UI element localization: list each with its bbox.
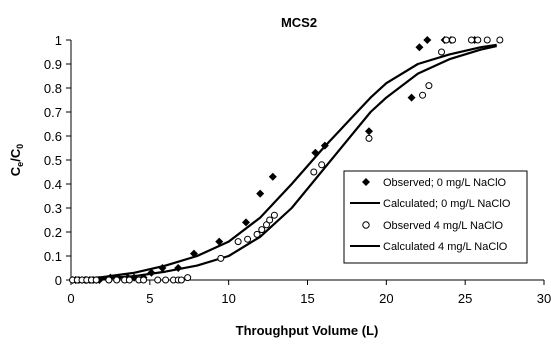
x-tick-label: 25 bbox=[458, 291, 472, 306]
data-point-diamond bbox=[256, 189, 265, 198]
data-point-circle bbox=[270, 211, 278, 219]
y-axis-title-main: C bbox=[8, 166, 23, 176]
legend-entry-observed-0: Observed; 0 mg/L NaClO bbox=[362, 177, 507, 189]
data-point-diamond bbox=[311, 148, 320, 157]
legend-label-observed-4: Observed 4 mg/L NaClO bbox=[383, 220, 503, 232]
data-point-diamond bbox=[147, 268, 156, 277]
legend-circle-marker bbox=[362, 221, 370, 229]
data-point-circle bbox=[318, 161, 326, 169]
x-tick-label: 30 bbox=[537, 291, 551, 306]
data-point-circle bbox=[177, 276, 185, 284]
data-point-diamond bbox=[158, 264, 167, 272]
y-tick-label: 0.2 bbox=[44, 225, 62, 240]
data-point-diamond bbox=[423, 36, 432, 44]
legend-entry-calculated-4: Calculated 4 mg/L NaClO bbox=[350, 241, 508, 253]
data-point-circle bbox=[483, 36, 491, 44]
data-point-diamond bbox=[189, 249, 198, 258]
calculated-line-1 bbox=[70, 43, 497, 282]
data-point-circle bbox=[217, 254, 225, 262]
data-point-circle bbox=[425, 82, 433, 90]
y-tick-label: 0.8 bbox=[44, 81, 62, 96]
y-tick-label: 0.9 bbox=[44, 57, 62, 72]
data-point-circle bbox=[113, 276, 121, 284]
legend: Observed; 0 mg/L NaClO Calculated; 0 mg/… bbox=[343, 170, 528, 264]
x-tick-label: 5 bbox=[146, 291, 153, 306]
x-tick-label: 0 bbox=[67, 291, 74, 306]
y-tick-label: 0.7 bbox=[44, 105, 62, 120]
legend-diamond-marker bbox=[362, 178, 370, 186]
legend-label-calculated-0: Calculated; 0 mg/L NaClO bbox=[383, 198, 511, 210]
y-axis-title-sub-e: e bbox=[15, 162, 25, 167]
data-point-circle bbox=[310, 168, 318, 176]
y-axis-title: Ce/C0 bbox=[8, 144, 25, 176]
data-point-circle bbox=[419, 91, 427, 99]
data-point-circle bbox=[449, 36, 457, 44]
chart-title: MCS2 bbox=[281, 15, 317, 30]
y-tick-label: 0.1 bbox=[44, 249, 62, 264]
data-point-circle bbox=[92, 276, 100, 284]
y-tick-label: 0.5 bbox=[44, 153, 62, 168]
x-tick-label: 15 bbox=[300, 291, 314, 306]
y-tick-label: 0.6 bbox=[44, 129, 62, 144]
data-point-circle bbox=[234, 238, 242, 246]
x-ticks: 0 5 10 15 20 25 30 bbox=[67, 280, 551, 306]
data-point-circle bbox=[253, 230, 261, 238]
legend-label-observed-0: Observed; 0 mg/L NaClO bbox=[383, 177, 507, 189]
data-point-circle bbox=[125, 276, 133, 284]
legend-entry-observed-4: Observed 4 mg/L NaClO bbox=[362, 220, 503, 232]
series-points bbox=[68, 36, 504, 284]
data-point-circle bbox=[474, 36, 482, 44]
data-point-diamond bbox=[415, 43, 424, 52]
legend-label-calculated-4: Calculated 4 mg/L NaClO bbox=[383, 241, 508, 253]
legend-box bbox=[343, 170, 528, 264]
y-tick-label: 0 bbox=[55, 273, 62, 288]
y-tick-label: 0.4 bbox=[44, 177, 62, 192]
data-point-diamond bbox=[242, 218, 251, 227]
data-point-diamond bbox=[174, 264, 183, 272]
data-point-circle bbox=[263, 221, 271, 229]
data-point-circle bbox=[140, 276, 148, 284]
x-axis-title: Throughput Volume (L) bbox=[236, 323, 379, 338]
data-point-circle bbox=[184, 274, 192, 282]
data-point-circle bbox=[266, 216, 274, 224]
data-point-circle bbox=[258, 226, 266, 234]
data-point-circle bbox=[467, 36, 475, 44]
y-axis-title-sub-0: 0 bbox=[15, 144, 25, 149]
data-point-circle bbox=[244, 235, 252, 243]
data-point-circle bbox=[365, 134, 373, 142]
y-tick-label: 1 bbox=[55, 33, 62, 48]
y-axis-title-mid: /C bbox=[8, 148, 23, 162]
data-point-diamond bbox=[407, 93, 416, 102]
data-point-diamond bbox=[268, 172, 277, 181]
legend-entry-calculated-0: Calculated; 0 mg/L NaClO bbox=[350, 198, 511, 210]
x-tick-label: 20 bbox=[379, 291, 393, 306]
data-point-circle bbox=[105, 276, 113, 284]
data-point-circle bbox=[162, 276, 170, 284]
data-point-diamond bbox=[364, 127, 373, 136]
x-tick-label: 10 bbox=[221, 291, 235, 306]
data-point-circle bbox=[438, 48, 446, 56]
y-tick-label: 0.3 bbox=[44, 201, 62, 216]
data-point-diamond bbox=[320, 141, 329, 150]
data-point-circle bbox=[154, 276, 162, 284]
data-point-diamond bbox=[215, 237, 224, 246]
y-ticks: 0 0.1 0.2 0.3 0.4 0.5 0.6 0.7 0.8 0.9 1 bbox=[44, 33, 71, 288]
data-point-circle bbox=[442, 36, 450, 44]
data-point-circle bbox=[496, 36, 504, 44]
